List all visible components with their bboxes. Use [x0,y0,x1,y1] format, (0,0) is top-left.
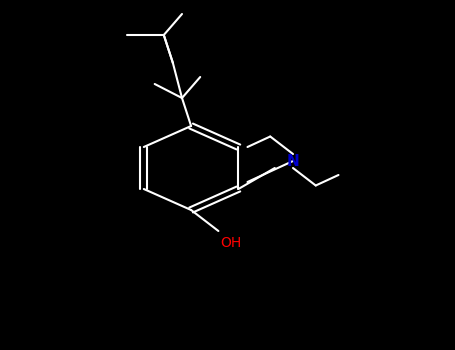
Text: OH: OH [221,236,242,250]
Text: N: N [287,154,299,168]
